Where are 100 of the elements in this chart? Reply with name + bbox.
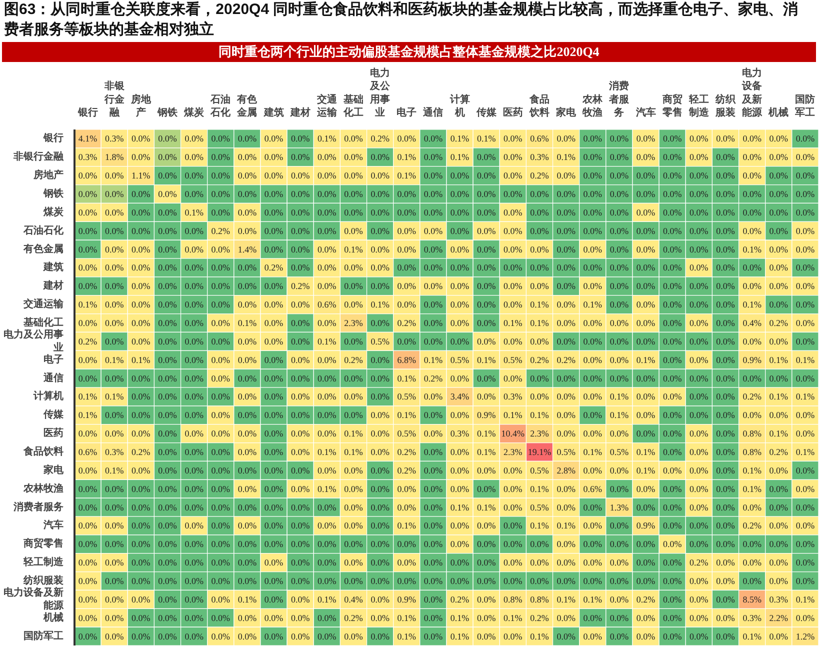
data-label: 0.0% [158, 392, 178, 402]
data-label: 0.0% [583, 134, 603, 144]
y-tick-label: 食品饮料 [22, 446, 64, 458]
data-label: 0.0% [583, 392, 603, 402]
data-label: 0.0% [796, 300, 816, 310]
data-label: 0.1% [132, 354, 151, 365]
data-label: 0.0% [690, 170, 709, 181]
data-label: 0.0% [450, 300, 470, 310]
data-label: 0.0% [238, 189, 258, 199]
data-label: 0.0% [796, 576, 816, 586]
data-label: 0.1% [636, 465, 656, 476]
data-label: 0.0% [78, 612, 98, 623]
data-label: 0.0% [318, 354, 337, 365]
data-label: 0.2% [556, 354, 576, 365]
data-label: 0.0% [132, 428, 151, 439]
data-label: 0.0% [370, 631, 390, 642]
data-label: 0.0% [610, 539, 630, 550]
data-label: 0.2% [78, 336, 98, 346]
data-label: 0.1% [504, 318, 523, 328]
data-label: 0.0% [690, 281, 709, 292]
data-label: 0.0% [184, 152, 204, 162]
data-label: 0.0% [158, 244, 178, 254]
data-label: 0.0% [742, 502, 762, 512]
data-label: 0.0% [636, 558, 656, 568]
data-label: 0.0% [636, 336, 656, 346]
data-label: 0.0% [742, 281, 762, 292]
data-label: 0.0% [78, 484, 98, 494]
data-label: 0.0% [690, 447, 709, 457]
data-label: 0.0% [583, 189, 603, 199]
data-label: 0.0% [238, 373, 258, 384]
data-label: 0.0% [636, 318, 656, 328]
data-label: 0.0% [476, 189, 496, 199]
data-label: 0.0% [796, 244, 816, 254]
data-label: 0.0% [318, 502, 337, 512]
data-label: 0.1% [397, 152, 417, 162]
data-label: 0.0% [370, 262, 390, 273]
data-label: 0.0% [104, 631, 124, 642]
data-label: 0.0% [796, 207, 816, 218]
data-label: 0.0% [344, 539, 364, 550]
data-label: 0.5% [556, 447, 576, 457]
data-label: 0.0% [742, 134, 762, 144]
data-label: 0.0% [397, 281, 417, 292]
data-label: 0.0% [344, 262, 364, 273]
y-tick-label: 国防军工 [24, 630, 64, 642]
data-label: 0.0% [716, 134, 736, 144]
data-label: 0.0% [158, 539, 178, 550]
data-label: 1.2% [796, 631, 816, 642]
data-label: 0.1% [238, 318, 258, 328]
data-label: 0.0% [662, 576, 682, 586]
data-label: 0.0% [104, 502, 124, 512]
data-label: 0.1% [397, 373, 417, 384]
data-label: 0.0% [290, 410, 310, 420]
data-label: 0.0% [476, 318, 496, 328]
data-label: 0.0% [583, 539, 603, 550]
data-label: 0.0% [450, 447, 470, 457]
data-label: 0.0% [238, 262, 258, 273]
data-label: 0.0% [424, 465, 444, 476]
data-label: 0.6% [530, 134, 550, 144]
data-label: 0.0% [184, 539, 204, 550]
data-label: 0.0% [476, 262, 496, 273]
data-label: 0.0% [716, 631, 736, 642]
data-label: 0.0% [424, 189, 444, 199]
data-label: 0.1% [530, 410, 550, 420]
data-label: 0.1% [104, 392, 124, 402]
data-label: 0.0% [264, 558, 284, 568]
data-label: 0.0% [132, 281, 151, 292]
data-label: 0.0% [104, 300, 124, 310]
data-label: 0.0% [290, 336, 310, 346]
data-label: 0.0% [742, 226, 762, 236]
data-label: 0.0% [610, 354, 630, 365]
data-label: 0.0% [690, 152, 709, 162]
data-label: 0.1% [796, 392, 816, 402]
data-label: 0.0% [211, 281, 231, 292]
data-label: 0.6% [583, 484, 603, 494]
data-label: 0.0% [796, 539, 816, 550]
data-label: 0.0% [344, 558, 364, 568]
data-label: 0.0% [716, 170, 736, 181]
data-label: 0.0% [132, 262, 151, 273]
data-label: 0.0% [690, 262, 709, 273]
data-label: 0.0% [318, 465, 337, 476]
data-label: 0.0% [450, 410, 470, 420]
data-label: 0.0% [476, 336, 496, 346]
data-label: 0.0% [344, 226, 364, 236]
data-label: 0.0% [211, 134, 231, 144]
data-label: 0.0% [290, 520, 310, 531]
data-label: 0.0% [184, 318, 204, 328]
data-label: 0.0% [690, 134, 709, 144]
data-label: 0.0% [424, 594, 444, 604]
data-label: 0.0% [769, 631, 789, 642]
data-label: 0.0% [424, 410, 444, 420]
data-label: 0.0% [211, 300, 231, 310]
data-label: 0.0% [132, 189, 151, 199]
data-label: 0.0% [344, 152, 364, 162]
data-label: 0.0% [132, 558, 151, 568]
data-label: 0.0% [344, 207, 364, 218]
data-label: 0.0% [610, 484, 630, 494]
data-label: 0.0% [290, 170, 310, 181]
x-tick-label: 农林牧渔 [582, 93, 604, 118]
data-label: 0.0% [132, 152, 151, 162]
data-label: 0.2% [769, 447, 789, 457]
